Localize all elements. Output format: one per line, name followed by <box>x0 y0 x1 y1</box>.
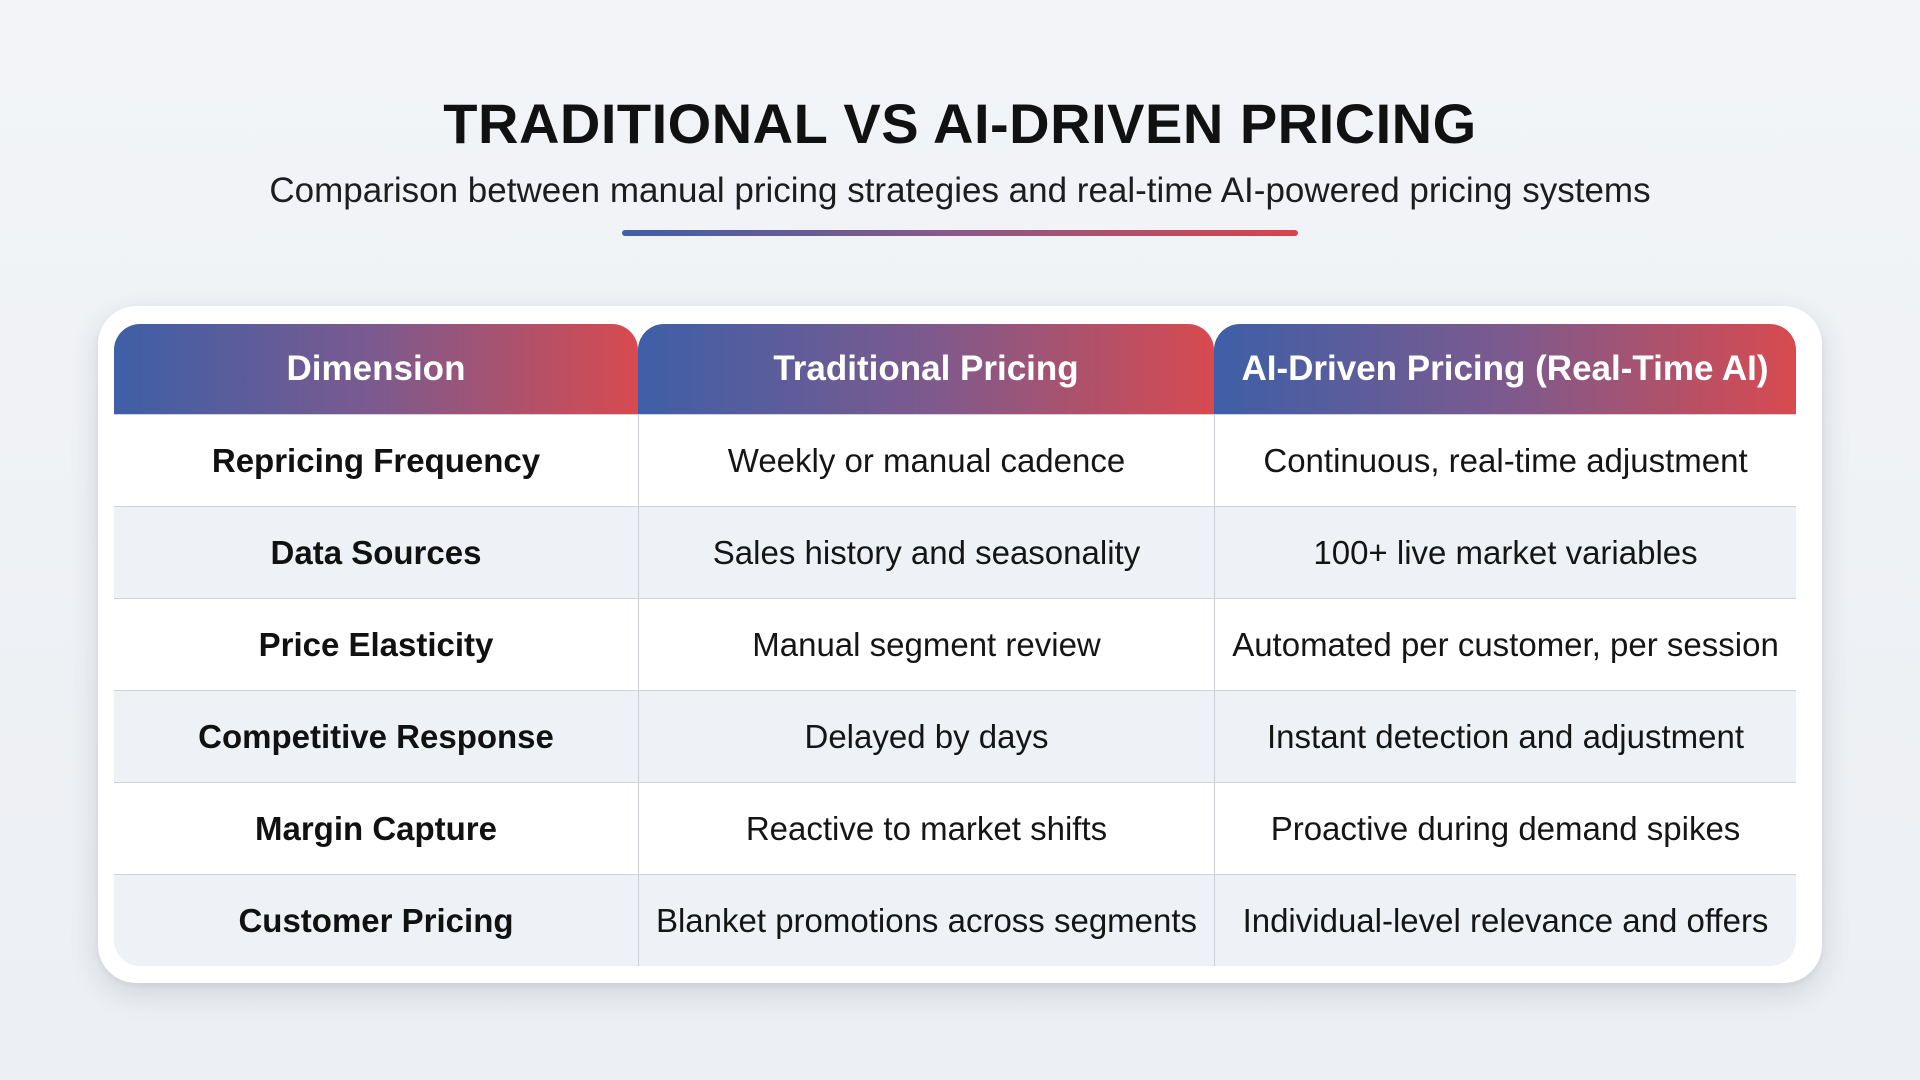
dimension-cell: Data Sources <box>270 533 482 571</box>
comparison-table: Dimension Traditional Pricing AI-Driven … <box>114 324 1796 966</box>
dimension-cell: Price Elasticity <box>258 625 494 663</box>
dimension-cell: Margin Capture <box>254 809 498 847</box>
table-header-row: Dimension Traditional Pricing AI-Driven … <box>114 324 1796 414</box>
table-row: Price Elasticity Manual segment review A… <box>114 598 1796 690</box>
dimension-cell: Repricing Frequency <box>211 441 541 479</box>
column-header-ai-driven-pricing: AI-Driven Pricing (Real-Time AI) <box>1214 324 1796 414</box>
dimension-cell: Competitive Response <box>198 717 554 755</box>
column-header-dimension: Dimension <box>114 324 638 414</box>
dimension-cell: Customer Pricing <box>238 901 514 939</box>
ai-driven-cell: Automated per customer, per session <box>1214 599 1796 690</box>
ai-driven-cell: Continuous, real-time adjustment <box>1214 415 1796 506</box>
traditional-cell: Reactive to market shifts <box>638 783 1214 874</box>
traditional-cell: Delayed by days <box>638 691 1214 782</box>
page-title: TRADITIONAL VS AI-DRIVEN PRICING <box>443 92 1477 155</box>
table-row: Customer Pricing Blanket promotions acro… <box>114 874 1796 966</box>
title-underline <box>622 230 1298 236</box>
traditional-cell: Sales history and seasonality <box>638 507 1214 598</box>
ai-driven-cell: Individual-level relevance and offers <box>1214 875 1796 966</box>
traditional-cell: Manual segment review <box>638 599 1214 690</box>
column-header-traditional-pricing: Traditional Pricing <box>638 324 1214 414</box>
table-row: Data Sources Sales history and seasonali… <box>114 506 1796 598</box>
table-row: Repricing Frequency Weekly or manual cad… <box>114 414 1796 506</box>
page-subtitle: Comparison between manual pricing strate… <box>269 171 1651 210</box>
ai-driven-cell: 100+ live market variables <box>1214 507 1796 598</box>
traditional-cell: Blanket promotions across segments <box>638 875 1214 966</box>
table-row: Competitive Response Delayed by days Ins… <box>114 690 1796 782</box>
ai-driven-cell: Proactive during demand spikes <box>1214 783 1796 874</box>
table-row: Margin Capture Reactive to market shifts… <box>114 782 1796 874</box>
traditional-cell: Weekly or manual cadence <box>638 415 1214 506</box>
ai-driven-cell: Instant detection and adjustment <box>1214 691 1796 782</box>
comparison-card: Dimension Traditional Pricing AI-Driven … <box>98 306 1822 983</box>
header: TRADITIONAL VS AI-DRIVEN PRICING Compari… <box>0 88 1920 214</box>
